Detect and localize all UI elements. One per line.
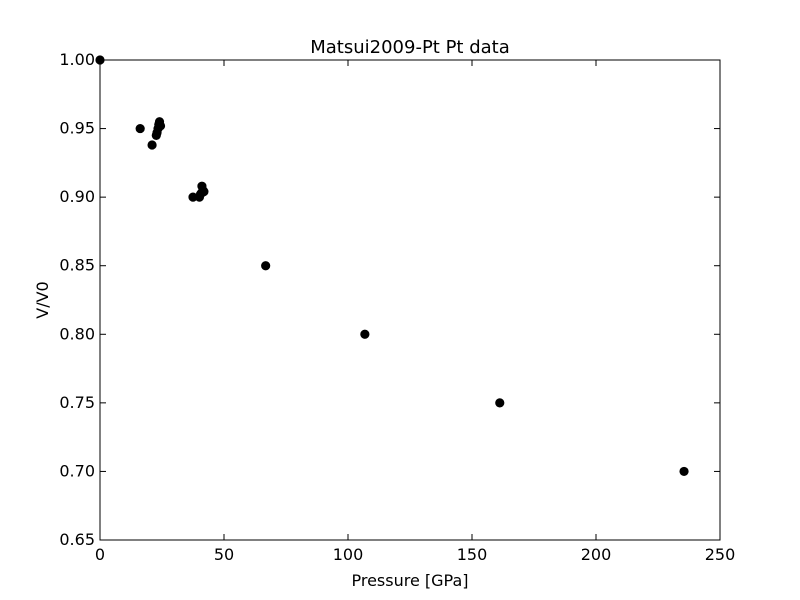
x-tick-label: 150 (457, 545, 488, 564)
y-axis-label: V/V0 (33, 281, 52, 318)
x-axis: 0 50 100 150 200 250 (95, 60, 735, 564)
y-tick-label: 0.70 (59, 461, 95, 480)
y-tick-label: 0.90 (59, 187, 95, 206)
x-tick-label: 250 (705, 545, 736, 564)
y-tick-label: 0.85 (59, 256, 95, 275)
data-point (679, 466, 689, 477)
data-point (147, 140, 157, 150)
y-tick-label: 0.75 (59, 393, 95, 412)
data-point (495, 398, 505, 408)
data-points (95, 55, 689, 477)
plot-area (99, 59, 721, 541)
x-axis-label: Pressure [GPa] (351, 571, 468, 590)
chart-title: Matsui2009-Pt Pt data (310, 37, 510, 58)
data-point (135, 123, 145, 134)
x-tick-label: 200 (581, 545, 612, 564)
y-tick-label: 1.00 (59, 50, 95, 69)
y-tick-label: 0.80 (59, 324, 95, 343)
y-tick-label: 0.95 (59, 119, 95, 138)
x-tick-label: 50 (214, 545, 234, 564)
data-point (261, 261, 271, 271)
y-tick-label: 0.65 (59, 530, 95, 549)
x-tick-label: 0 (95, 545, 105, 564)
data-point (199, 187, 209, 197)
plot-frame (99, 59, 721, 541)
x-tick-label: 100 (333, 545, 364, 564)
data-point (95, 55, 105, 65)
y-axis: 0.65 0.70 0.75 0.80 0.85 0.90 0.95 1.00 (59, 50, 720, 549)
data-point (360, 329, 370, 339)
data-point (155, 121, 166, 131)
